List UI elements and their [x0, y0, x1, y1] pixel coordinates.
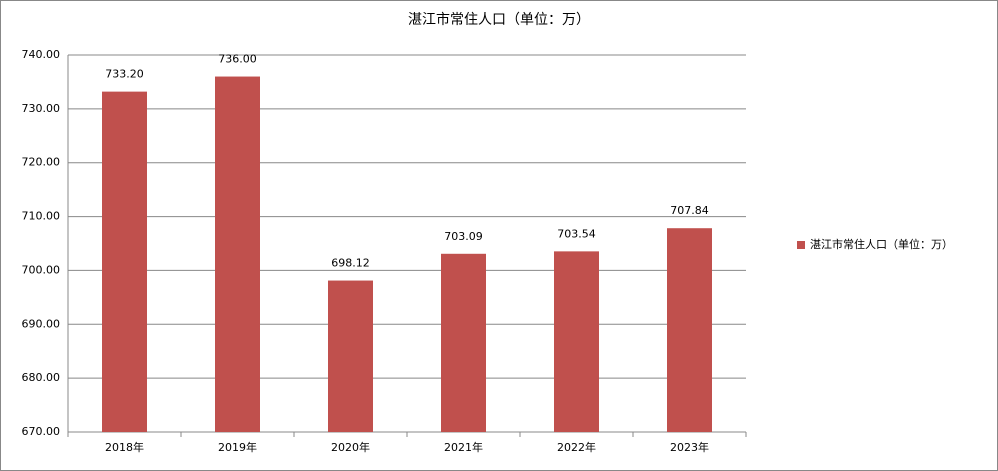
- y-tick-label: 690.00: [22, 317, 61, 330]
- legend-label: 湛江市常住人口（单位：万）: [810, 237, 953, 251]
- y-tick-label: 670.00: [22, 425, 61, 438]
- chart-title: 湛江市常住人口（单位：万）: [408, 11, 590, 28]
- data-label: 698.12: [331, 257, 370, 270]
- data-label: 703.09: [444, 230, 483, 243]
- data-label: 703.54: [557, 227, 596, 240]
- bar: [441, 253, 486, 432]
- y-tick-label: 700.00: [22, 263, 61, 276]
- legend-swatch: [797, 241, 805, 249]
- x-tick-label: 2018年: [105, 440, 144, 454]
- bar: [554, 251, 599, 432]
- bar: [102, 91, 147, 432]
- x-tick-label: 2021年: [444, 440, 483, 454]
- y-tick-label: 720.00: [22, 156, 61, 169]
- x-tick-label: 2022年: [557, 440, 596, 454]
- data-label: 733.20: [105, 68, 144, 81]
- x-tick-label: 2020年: [331, 440, 370, 454]
- x-tick-label: 2023年: [670, 440, 709, 454]
- bar: [215, 76, 260, 433]
- data-label: 736.00: [218, 53, 257, 66]
- y-tick-label: 740.00: [22, 48, 61, 61]
- y-tick-label: 710.00: [22, 210, 61, 223]
- x-tick-label: 2019年: [218, 440, 257, 454]
- bar: [328, 280, 373, 432]
- bar: [667, 228, 712, 432]
- y-tick-label: 680.00: [22, 371, 61, 384]
- data-label: 707.84: [670, 204, 709, 217]
- y-tick-label: 730.00: [22, 102, 61, 115]
